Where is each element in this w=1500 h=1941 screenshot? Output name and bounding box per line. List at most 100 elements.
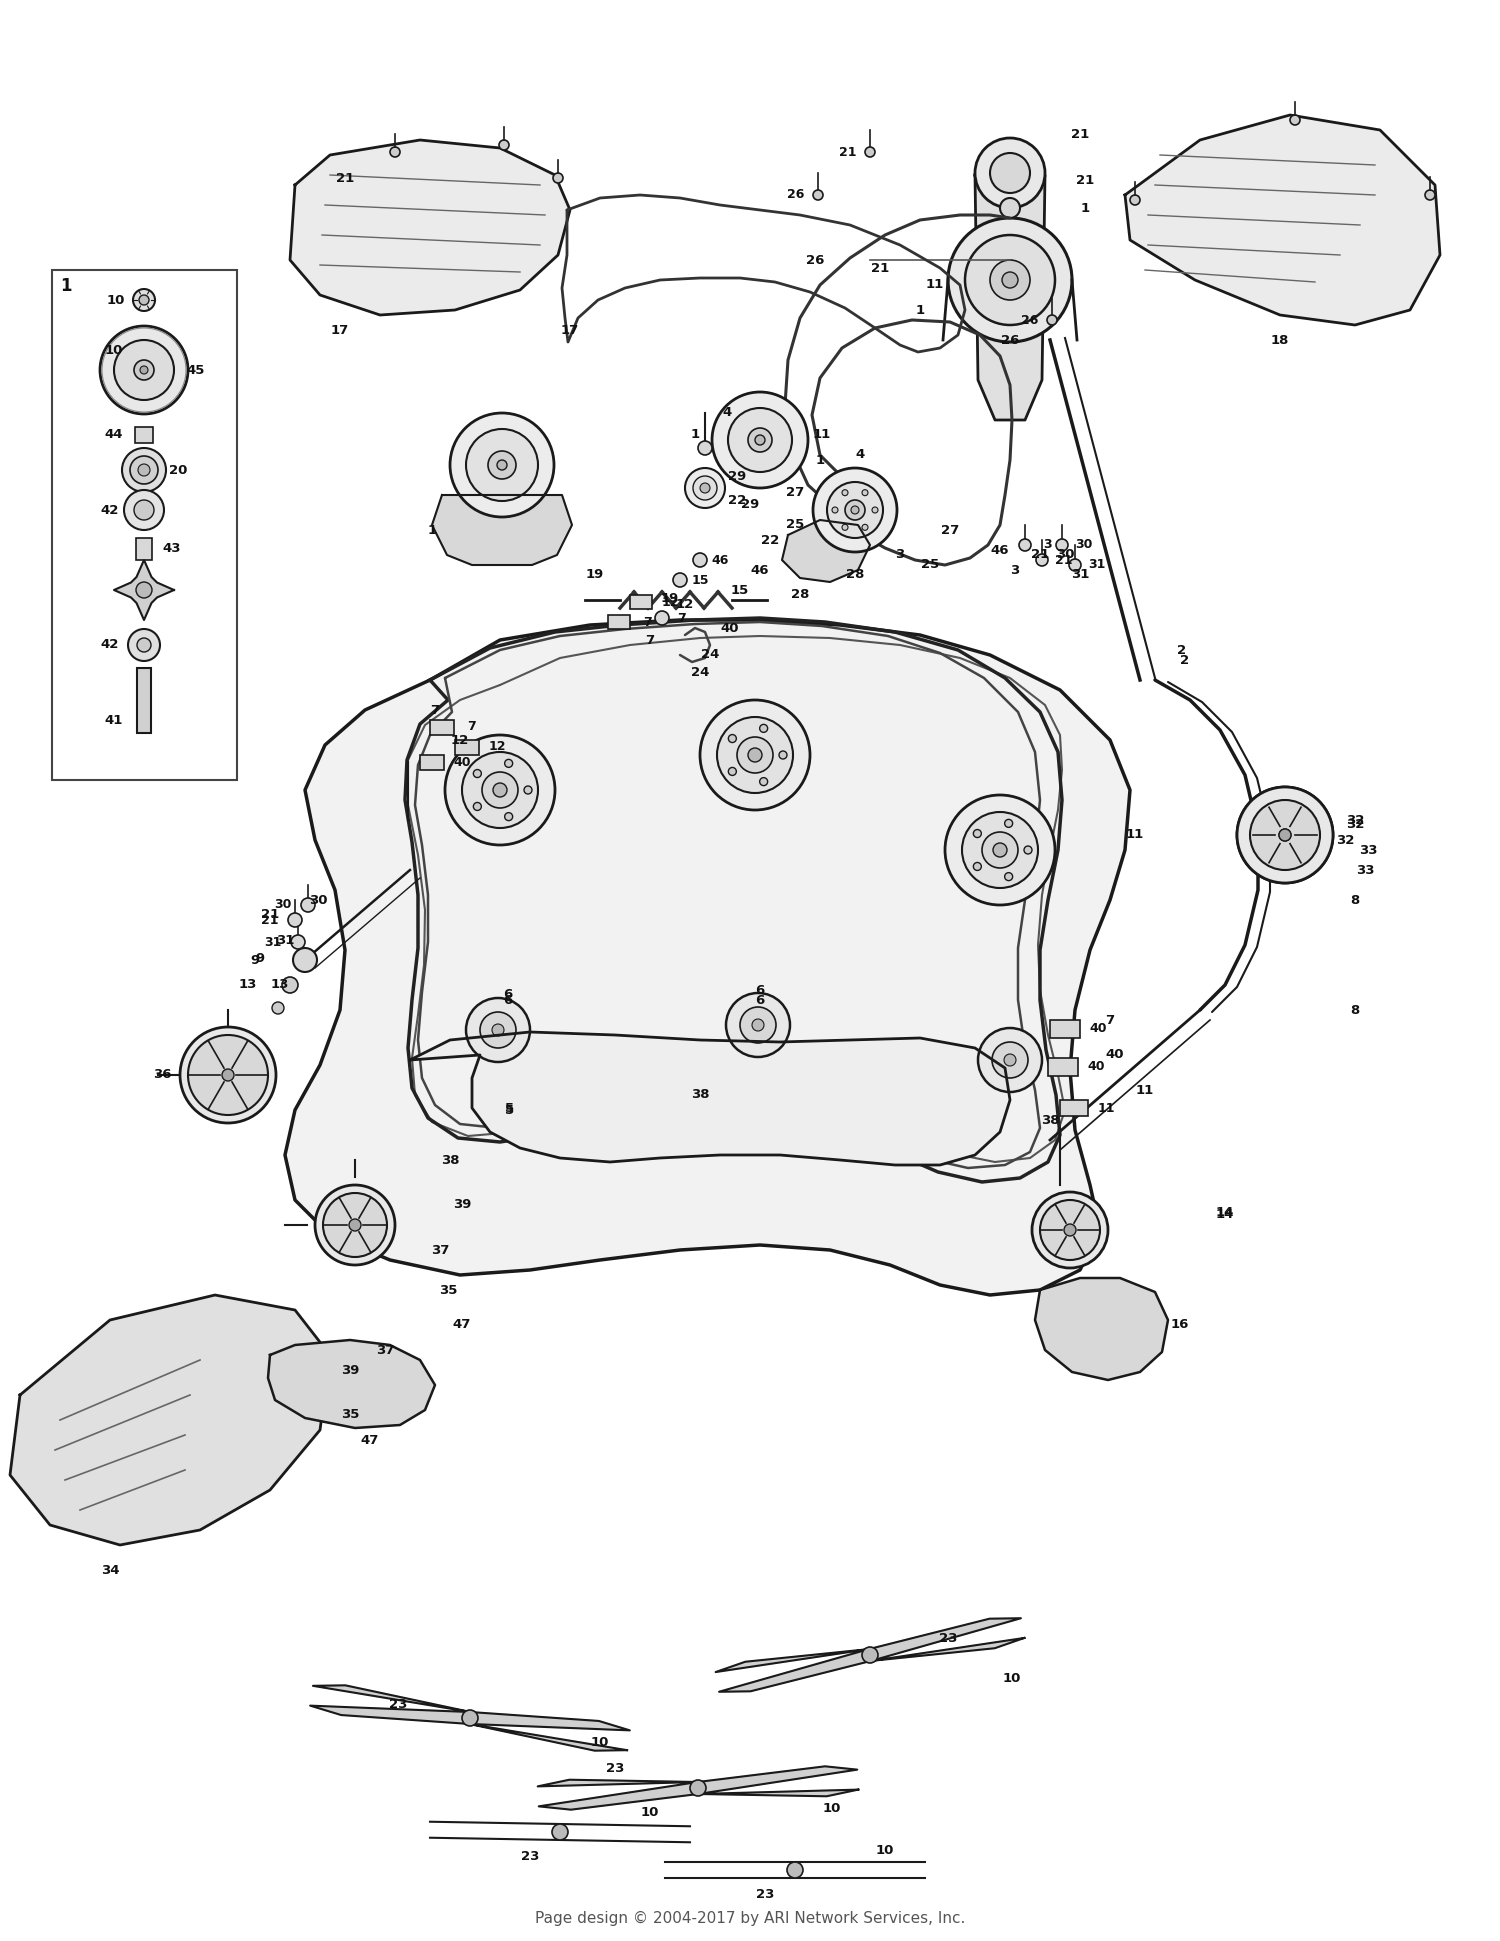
Text: 24: 24 [692,666,709,679]
Circle shape [740,1007,776,1042]
Polygon shape [410,1033,1010,1165]
Circle shape [975,138,1046,208]
Circle shape [466,998,530,1062]
Circle shape [674,573,687,586]
Text: 23: 23 [756,1889,774,1902]
Circle shape [700,701,810,809]
Circle shape [322,1194,387,1258]
Text: 47: 47 [453,1318,471,1332]
Text: 31: 31 [276,934,294,947]
Circle shape [128,629,160,662]
Circle shape [1036,553,1048,567]
Text: 40: 40 [1089,1023,1107,1035]
Circle shape [865,148,874,157]
Circle shape [759,778,768,786]
Circle shape [748,429,772,452]
Bar [136,538,152,561]
Circle shape [1130,194,1140,206]
Circle shape [827,481,884,538]
Text: 17: 17 [332,324,350,336]
Polygon shape [975,175,1046,419]
Text: 14: 14 [1216,1205,1234,1219]
Circle shape [717,716,794,794]
Text: 9: 9 [251,953,260,967]
Text: 10: 10 [1004,1671,1022,1685]
Text: 24: 24 [700,648,718,662]
Text: 22: 22 [728,493,746,507]
Text: 21: 21 [840,146,856,159]
Text: 40: 40 [1088,1060,1104,1073]
Text: 35: 35 [440,1283,458,1297]
Circle shape [500,140,508,149]
Text: 21: 21 [871,262,889,274]
Polygon shape [782,520,870,582]
Circle shape [1056,540,1068,551]
Text: 17: 17 [561,324,579,336]
Text: 23: 23 [939,1632,957,1644]
Text: 4: 4 [723,406,732,419]
Text: 45: 45 [188,363,206,377]
Bar [608,615,630,629]
Text: 44: 44 [105,429,123,441]
Text: 3: 3 [896,549,904,561]
Bar [420,755,444,771]
Bar [136,668,152,734]
Circle shape [700,483,709,493]
Text: 10: 10 [824,1801,842,1815]
Circle shape [862,489,868,495]
Circle shape [728,408,792,472]
Circle shape [315,1186,394,1266]
Circle shape [813,190,824,200]
Circle shape [871,507,877,512]
Circle shape [1005,873,1013,881]
Circle shape [1280,829,1292,840]
Circle shape [1064,1225,1076,1236]
Text: 15: 15 [692,573,708,586]
Text: 10: 10 [876,1844,894,1856]
Text: 28: 28 [790,588,808,602]
Text: 12: 12 [676,598,694,611]
Circle shape [993,842,1006,858]
Text: 18: 18 [1270,334,1288,347]
Circle shape [288,912,302,928]
Polygon shape [432,495,572,565]
Circle shape [1245,796,1324,875]
Polygon shape [285,619,1130,1295]
Text: 13: 13 [272,978,290,992]
Circle shape [302,899,315,912]
Text: Page design © 2004-2017 by ARI Network Services, Inc.: Page design © 2004-2017 by ARI Network S… [536,1910,964,1925]
Text: 21: 21 [261,908,279,922]
Circle shape [693,553,706,567]
Polygon shape [114,561,174,619]
Text: 23: 23 [388,1698,406,1712]
Circle shape [1002,272,1019,287]
Text: 7: 7 [1106,1013,1114,1027]
Circle shape [140,367,148,375]
Text: 46: 46 [750,563,770,576]
Text: 30: 30 [309,893,327,906]
Circle shape [130,456,158,483]
Text: 34: 34 [100,1564,120,1576]
Text: 10: 10 [591,1735,609,1749]
Text: 29: 29 [728,470,746,483]
Circle shape [136,582,152,598]
Text: 25: 25 [921,559,939,571]
Text: 47: 47 [362,1434,380,1446]
Circle shape [844,501,865,520]
Circle shape [992,1042,1028,1077]
Text: 21: 21 [1056,553,1072,567]
Text: 31: 31 [264,936,282,949]
Text: 10: 10 [640,1805,658,1819]
Circle shape [446,736,555,844]
Text: 14: 14 [1216,1209,1234,1221]
Text: 39: 39 [453,1198,471,1211]
Text: 33: 33 [1356,864,1374,877]
Text: 11: 11 [1126,829,1144,842]
Text: 8: 8 [1350,1003,1359,1017]
Circle shape [726,994,790,1058]
Circle shape [1040,1200,1100,1260]
Circle shape [462,751,538,829]
Text: 41: 41 [105,714,123,726]
Polygon shape [310,1685,630,1751]
Text: 11: 11 [926,278,944,291]
